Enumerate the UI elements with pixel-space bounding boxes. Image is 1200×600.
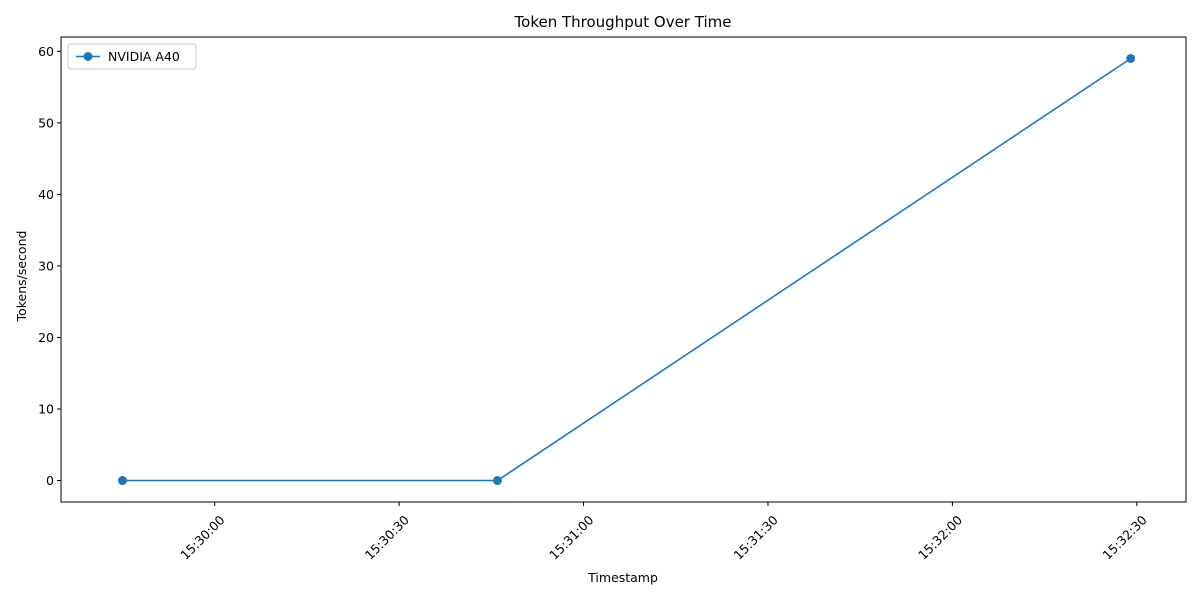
chart-title: Token Throughput Over Time [514, 13, 732, 31]
legend-box [67, 43, 197, 70]
legend-marker [83, 52, 93, 61]
y-tick-label: 50 [38, 115, 54, 130]
legend: NVIDIA A40 [67, 43, 197, 70]
y-tick-label: 60 [38, 44, 54, 59]
y-axis: 0 10 20 30 40 50 60 [38, 44, 61, 488]
y-tick-label: 10 [38, 402, 54, 417]
y-axis-title: Tokens/second [14, 231, 29, 323]
y-tick-label: 30 [38, 258, 54, 273]
y-tick-label: 40 [38, 187, 54, 202]
legend-label: NVIDIA A40 [108, 49, 180, 64]
y-tick-label: 0 [46, 473, 54, 488]
plot-area [60, 36, 1187, 503]
data-point [117, 476, 127, 486]
y-tick-label: 20 [38, 330, 54, 345]
data-point [1126, 53, 1136, 63]
series-layer [117, 53, 1136, 486]
data-point [492, 476, 502, 486]
x-axis-title: Timestamp [587, 570, 658, 585]
